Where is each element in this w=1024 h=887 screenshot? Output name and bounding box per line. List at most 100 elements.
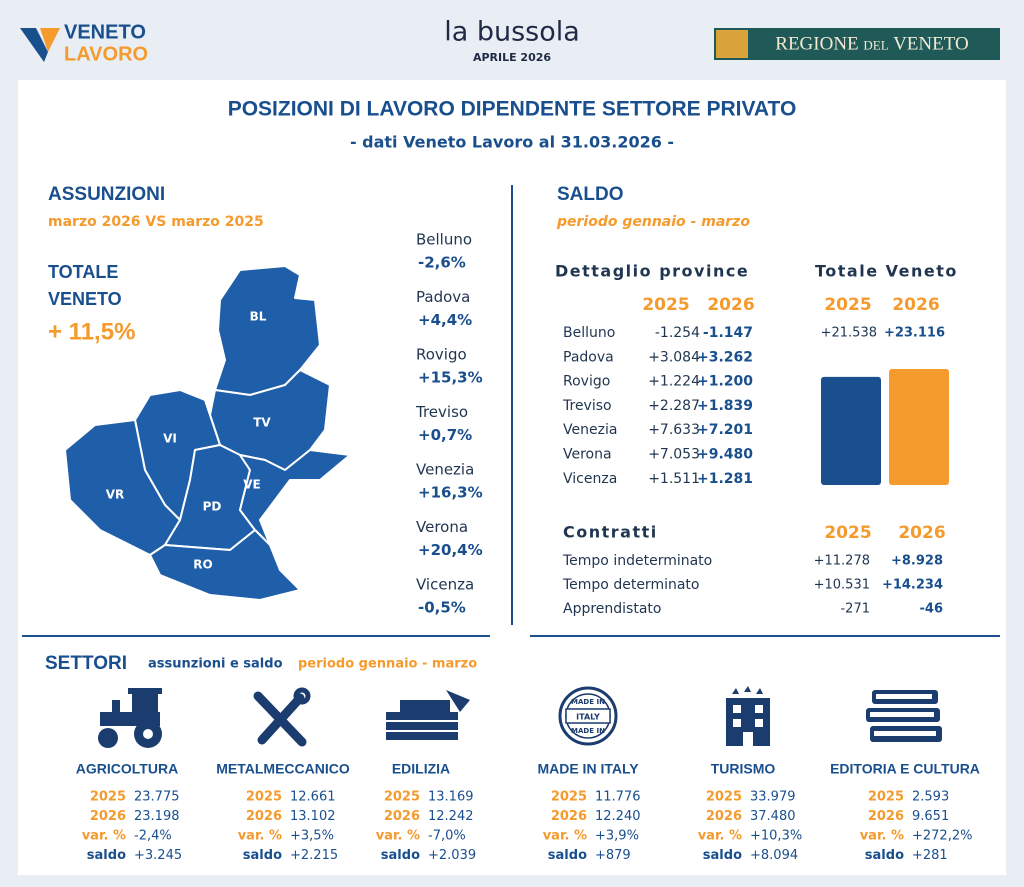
logo-regione: REGIONE del VENETO	[714, 28, 1000, 60]
header-title: la bussola	[444, 17, 580, 48]
row-value: +1.839	[697, 398, 753, 414]
year-header: 2026	[892, 295, 939, 315]
row-value: +7.201	[697, 422, 753, 438]
map-label: BL	[250, 310, 267, 324]
main-subtitle: - dati Veneto Lavoro al 31.03.2026 -	[350, 133, 674, 152]
icon-part	[293, 687, 311, 705]
row-name: Verona	[563, 447, 612, 463]
sector-row-label: 2026	[551, 809, 587, 824]
row-name: Padova	[563, 349, 614, 365]
row-value: -46	[920, 602, 944, 617]
row-name: Belluno	[563, 325, 615, 341]
logo-mark	[20, 28, 48, 62]
map-province	[239, 449, 351, 546]
logo-text: REGIONE del VENETO	[775, 33, 968, 54]
province-value: -0,5%	[418, 599, 466, 617]
icon-part	[743, 732, 753, 746]
sector-row-label: 2025	[90, 790, 126, 805]
icon-text: MADE IN	[571, 727, 605, 735]
sectors: AGRICOLTURA 2025 23.775 2026 23.198 var. % -2,…	[76, 761, 980, 863]
map-label: VI	[163, 432, 177, 446]
sector-row-value: 12.661	[290, 790, 336, 805]
year-header: 2025	[824, 523, 871, 543]
sector-row-label: 2025	[246, 790, 282, 805]
contracts-table: Tempo indeterminato +11.278 +8.928 Tempo de…	[562, 553, 943, 617]
icons: MADE IN ITALY MADE IN	[98, 686, 942, 748]
sector-row-value: +10,3%	[750, 829, 802, 844]
row-value: +9.480	[697, 447, 753, 463]
sector-row-label: 2026	[246, 809, 282, 824]
logo-text: LAVORO	[64, 43, 148, 65]
province-name: Padova	[416, 288, 470, 306]
sector-row-value: 12.242	[428, 809, 474, 824]
row-value: +8.928	[891, 554, 943, 569]
row-name: Apprendistato	[563, 601, 661, 617]
row-value: +2.287	[648, 398, 700, 414]
row-value: +7.053	[648, 447, 700, 463]
sector-row-value: -2,4%	[134, 829, 172, 844]
sector-name: EDITORIA E CULTURA	[830, 761, 980, 777]
total-label: VENETO	[48, 289, 122, 309]
row-value: +1.281	[697, 471, 753, 487]
sector-name: MADE IN ITALY	[537, 761, 639, 777]
logo-emblem	[716, 30, 748, 58]
row-name: Tempo determinato	[562, 577, 699, 593]
sector-row-value: +3,5%	[290, 829, 334, 844]
icon-made-in-italy	[558, 686, 618, 746]
icon-part	[112, 700, 120, 714]
bar	[821, 376, 881, 485]
province-list: Belluno -2,6% Padova +4,4% Rovigo +15,3% Trevi…	[415, 231, 483, 617]
province-value: +0,7%	[418, 426, 472, 444]
sector-row-value: 13.169	[428, 790, 474, 805]
sector-row-label: 2025	[706, 790, 742, 805]
icon-tools	[253, 687, 311, 747]
sector-row-value: 33.979	[750, 790, 796, 805]
sector-row-label: 2026	[868, 809, 904, 824]
sector-row-value: +281	[912, 848, 948, 863]
section-subheading: assunzioni e saldo	[148, 657, 283, 672]
province-value: +16,3%	[418, 484, 483, 502]
header-subtitle: APRILE 2026	[473, 51, 551, 64]
sector-row-label: 2025	[551, 790, 587, 805]
province-name: Rovigo	[416, 346, 467, 364]
sector-row-value: 9.651	[912, 809, 949, 824]
sector-row-value: +2.215	[290, 848, 338, 863]
map-label: TV	[253, 416, 271, 430]
map-labels: BL VI TV VR PD VE RO	[106, 310, 272, 572]
section-heading: SETTORI	[45, 653, 127, 674]
year-header: 2025	[642, 295, 689, 315]
sector-name: EDILIZIA	[392, 761, 450, 777]
section-period: periodo gennaio - marzo	[298, 657, 477, 672]
icon-part	[558, 686, 618, 746]
icon-part	[733, 705, 741, 713]
sector-row-label: var. %	[82, 829, 126, 844]
row-name: Treviso	[562, 398, 612, 414]
sector-row-value: 13.102	[290, 809, 336, 824]
total-value: +23.116	[884, 326, 945, 341]
row-value: +3.084	[648, 349, 700, 365]
province-value: +20,4%	[418, 541, 483, 559]
row-value: +10.531	[814, 578, 870, 593]
icon-part	[732, 688, 739, 694]
row-name: Rovigo	[563, 374, 610, 390]
row-value: +1.511	[648, 471, 700, 487]
icon-part	[128, 688, 162, 694]
map-label: VE	[243, 478, 260, 492]
province-name: Belluno	[416, 231, 472, 249]
sector-row-value: 23.198	[134, 809, 180, 824]
bar	[889, 369, 949, 485]
sub-heading: Dettaglio province	[555, 262, 749, 281]
sector-row-value: +8.094	[750, 848, 798, 863]
sector-row-label: 2025	[868, 790, 904, 805]
saldo-table: Belluno -1.254 -1.147 Padova +3.084+3.262 Rov…	[562, 325, 753, 487]
row-value: +11.278	[814, 554, 870, 569]
sector-row-value: +2.039	[428, 848, 476, 863]
row-value: -1.147	[703, 325, 753, 341]
row-value: -1.254	[655, 325, 700, 341]
year-header: 2026	[898, 523, 945, 543]
sector-name: TURISMO	[711, 761, 776, 777]
logo-mark	[40, 28, 60, 52]
sector-row-value: +3,9%	[595, 829, 639, 844]
section-heading: SALDO	[557, 184, 624, 205]
icon-part	[733, 719, 741, 727]
